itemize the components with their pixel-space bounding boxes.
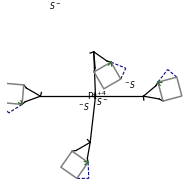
Text: $S^-$: $S^-$: [96, 96, 109, 107]
Text: $S^-$: $S^-$: [49, 0, 62, 11]
Text: Pt$^{+4}$: Pt$^{+4}$: [87, 90, 107, 102]
Text: $^-S$: $^-S$: [77, 101, 90, 112]
Text: $^-S$: $^-S$: [123, 79, 136, 90]
